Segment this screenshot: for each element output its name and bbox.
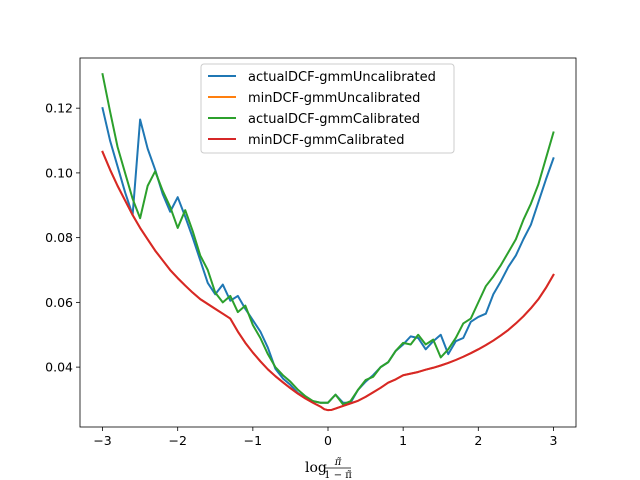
legend-label: minDCF-gmmCalibrated <box>248 133 405 148</box>
axis-ticks: −3 −2 −1 0 1 2 3 0.04 0.06 0.08 0.10 0.12 <box>45 101 557 448</box>
x-axis-label-denominator: 1 − π̃ <box>324 470 352 480</box>
y-tick-label: 0.10 <box>45 165 73 180</box>
y-tick-label: 0.04 <box>45 360 73 375</box>
y-tick-label: 0.08 <box>45 230 73 245</box>
series-line-4 <box>101 150 555 412</box>
series-line-3 <box>101 73 555 406</box>
x-axis-label-log: log <box>305 460 327 476</box>
x-tick-label: 3 <box>549 433 557 448</box>
y-tick-label: 0.12 <box>45 101 73 116</box>
x-tick-label: −1 <box>244 433 262 448</box>
series-lines <box>101 73 555 412</box>
legend-box <box>200 63 455 154</box>
legend-label: actualDCF-gmmUncalibrated <box>248 70 436 85</box>
y-tick-label: 0.06 <box>45 295 73 310</box>
legend: actualDCF-gmmUncalibrated minDCF-gmmUncal… <box>200 63 455 154</box>
x-tick-label: −3 <box>93 433 111 448</box>
x-tick-label: −2 <box>168 433 186 448</box>
legend-label: actualDCF-gmmCalibrated <box>248 112 420 127</box>
x-tick-label: 0 <box>324 433 332 448</box>
x-tick-label: 1 <box>399 433 407 448</box>
legend-label: minDCF-gmmUncalibrated <box>248 91 420 106</box>
x-tick-label: 2 <box>474 433 482 448</box>
x-axis-label-numerator: π̃ <box>334 457 342 468</box>
x-axis-label: log π̃ 1 − π̃ <box>305 457 352 480</box>
